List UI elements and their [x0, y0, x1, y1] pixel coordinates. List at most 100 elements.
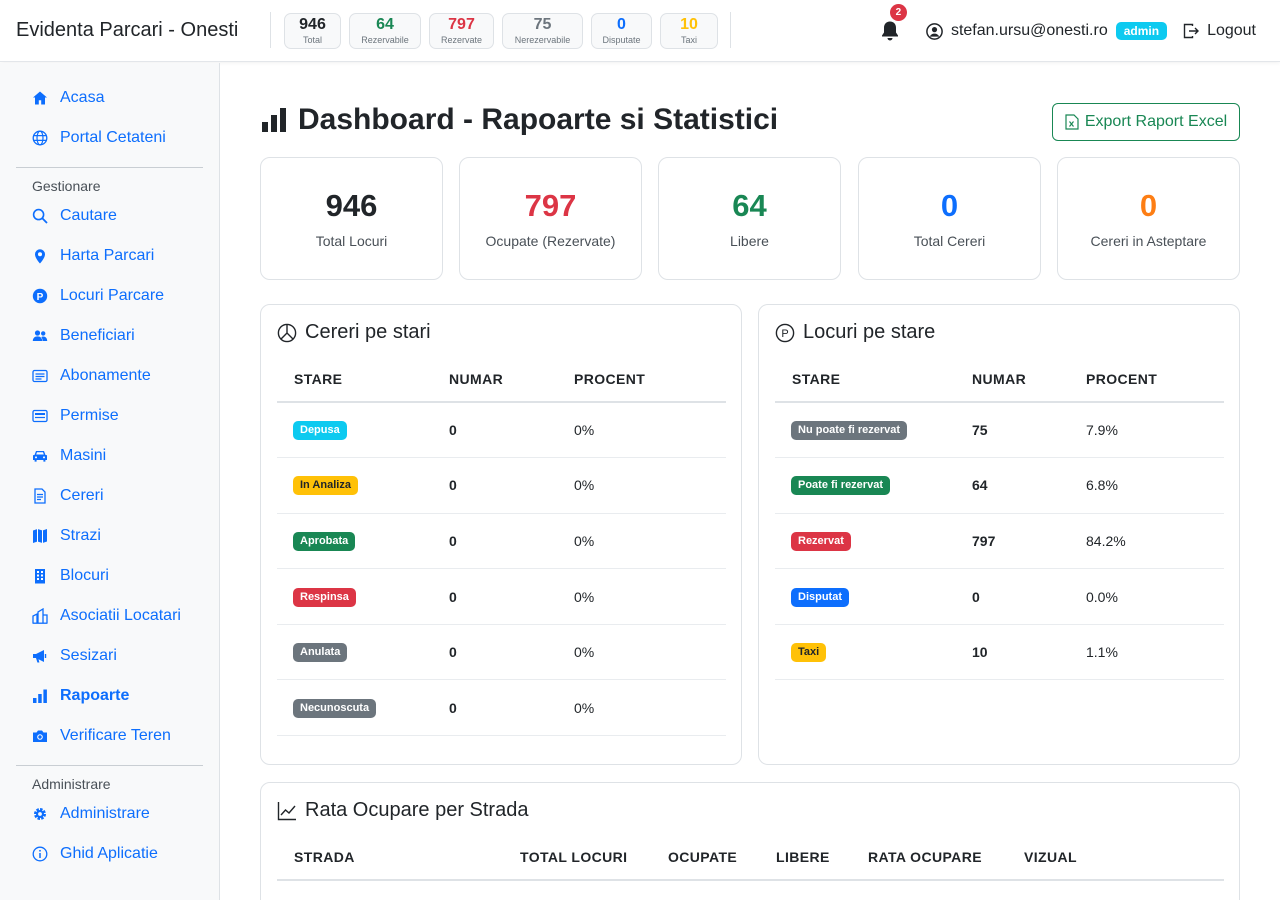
card-title: Rata Ocupare per Strada	[277, 799, 528, 822]
logout-button[interactable]: Logout	[1183, 22, 1256, 40]
cell-numar: 75	[972, 402, 1086, 459]
stat-value: 797	[448, 16, 475, 33]
divider	[270, 12, 271, 48]
cell-stare: Aprobata	[277, 513, 449, 570]
sidebar-item-label: Verificare Teren	[60, 727, 171, 744]
stat-label: Taxi	[680, 35, 697, 45]
cell-numar: 0	[449, 402, 574, 459]
bar-chart-icon	[32, 688, 48, 704]
role-badge: admin	[1115, 22, 1168, 40]
notifications-button[interactable]: 2	[880, 4, 907, 42]
kpi-ocupate: 797 Ocupate (Rezervate)	[459, 157, 642, 280]
sidebar: Acasa Portal Cetateni Gestionare Cautare…	[0, 63, 220, 900]
cell-procent: 6.8%	[1086, 457, 1224, 514]
sidebar-item-ghid[interactable]: Ghid Aplicatie	[32, 842, 158, 866]
cell-procent: 0%	[574, 679, 726, 737]
cell-numar: 0	[972, 568, 1086, 625]
cell-procent: 0%	[574, 402, 726, 459]
cereri-table: STARE NUMAR PROCENT Depusa 0 0% In Analiza 0…	[277, 356, 726, 737]
table-row: Aprobata 0 0%	[277, 513, 726, 570]
export-excel-button[interactable]: Export Raport Excel	[1052, 103, 1240, 141]
user-email: stefan.ursu@onesti.ro	[950, 22, 1108, 39]
kpi-label: Ocupate (Rezervate)	[485, 233, 616, 249]
sidebar-item-portal[interactable]: Portal Cetateni	[32, 126, 166, 150]
table-row: Respinsa 0 0%	[277, 568, 726, 625]
car-icon	[32, 448, 48, 464]
search-icon	[32, 208, 48, 224]
cell-stare: Taxi	[775, 624, 972, 681]
col-header-numar: NUMAR	[972, 356, 1086, 403]
sidebar-item-label: Locuri Parcare	[60, 287, 165, 304]
logout-icon	[1183, 23, 1200, 39]
table-row: Anulata 0 0%	[277, 624, 726, 681]
sidebar-item-verificare[interactable]: Verificare Teren	[32, 724, 171, 748]
card-title-text: Rata Ocupare per Strada	[305, 799, 529, 821]
stat-value: 0	[617, 16, 626, 33]
status-badge: In Analiza	[293, 476, 358, 496]
sidebar-item-beneficiari[interactable]: Beneficiari	[32, 324, 135, 348]
table-row: Disputat 0 0.0%	[775, 568, 1224, 625]
stat-nerezervabile: 75 Nerezervabile	[502, 13, 583, 49]
sidebar-section-administrare: Administrare	[32, 776, 111, 792]
sidebar-item-administrare[interactable]: Administrare	[32, 802, 150, 826]
cell-stare: Respinsa	[277, 568, 449, 625]
parking-circle-icon: P	[775, 323, 795, 342]
cell-procent: 0%	[574, 513, 726, 570]
cell-procent: 7.9%	[1086, 402, 1224, 459]
sidebar-item-masini[interactable]: Masini	[32, 444, 106, 468]
sidebar-item-blocuri[interactable]: Blocuri	[32, 564, 109, 588]
user-menu[interactable]: stefan.ursu@onesti.ro admin	[926, 22, 1168, 40]
sidebar-item-locuri[interactable]: P Locuri Parcare	[32, 284, 164, 308]
sidebar-item-label: Permise	[60, 407, 119, 424]
status-badge: Disputat	[791, 587, 849, 607]
sidebar-item-acasa[interactable]: Acasa	[32, 86, 104, 110]
app-title[interactable]: Evidenta Parcari - Onesti	[16, 19, 239, 41]
sidebar-item-rapoarte[interactable]: Rapoarte	[32, 684, 129, 708]
sidebar-item-label: Beneficiari	[60, 327, 135, 344]
table-row: Necunoscuta 0 0%	[277, 679, 726, 737]
home-icon	[32, 90, 48, 106]
sidebar-item-permise[interactable]: Permise	[32, 404, 119, 428]
cell-procent: 84.2%	[1086, 513, 1224, 570]
sidebar-item-harta[interactable]: Harta Parcari	[32, 244, 154, 268]
stat-label: Rezervate	[440, 35, 483, 45]
status-badge: Anulata	[293, 643, 348, 663]
card-title: P Locuri pe stare	[775, 321, 935, 344]
stat-total: 946 Total	[284, 13, 341, 49]
stat-value: 75	[533, 16, 552, 33]
status-badge: Taxi	[791, 643, 827, 663]
sidebar-item-label: Blocuri	[60, 567, 109, 584]
bar-chart-icon	[262, 108, 286, 132]
svg-text:P: P	[37, 292, 44, 303]
cell-numar: 0	[449, 457, 574, 514]
cell-stare: Necunoscuta	[277, 679, 449, 737]
cell-numar: 0	[449, 624, 574, 681]
card-icon	[32, 368, 48, 384]
stat-taxi: 10 Taxi	[660, 13, 718, 49]
sidebar-item-label: Cautare	[60, 207, 117, 224]
sidebar-item-cereri[interactable]: Cereri	[32, 484, 104, 508]
col-header-stare: STARE	[277, 356, 449, 403]
sidebar-divider	[16, 765, 203, 766]
permit-icon	[32, 408, 48, 424]
cell-numar: 797	[972, 513, 1086, 570]
sidebar-item-asociatii[interactable]: Asociatii Locatari	[32, 604, 181, 628]
cell-stare: Poate fi rezervat	[775, 457, 972, 514]
export-label: Export Raport Excel	[1084, 113, 1228, 130]
table-header-row: STARE NUMAR PROCENT	[775, 356, 1224, 403]
stat-label: Disputate	[602, 35, 641, 45]
stat-value: 946	[299, 16, 326, 33]
card-title-text: Cereri pe stari	[305, 321, 431, 343]
sidebar-item-abonamente[interactable]: Abonamente	[32, 364, 151, 388]
sidebar-item-cautare[interactable]: Cautare	[32, 204, 117, 228]
cell-stare: Disputat	[775, 568, 972, 625]
card-title-text: Locuri pe stare	[803, 321, 936, 343]
sidebar-item-sesizari[interactable]: Sesizari	[32, 644, 117, 668]
page-title-text: Dashboard - Rapoarte si Statistici	[298, 103, 779, 136]
stat-label: Rezervabile	[361, 35, 409, 45]
sidebar-item-strazi[interactable]: Strazi	[32, 524, 101, 548]
col-header-numar: NUMAR	[449, 356, 574, 403]
status-badge: Depusa	[293, 421, 347, 441]
parking-icon: P	[32, 288, 48, 304]
kpi-label: Cereri in Asteptare	[1090, 233, 1207, 249]
